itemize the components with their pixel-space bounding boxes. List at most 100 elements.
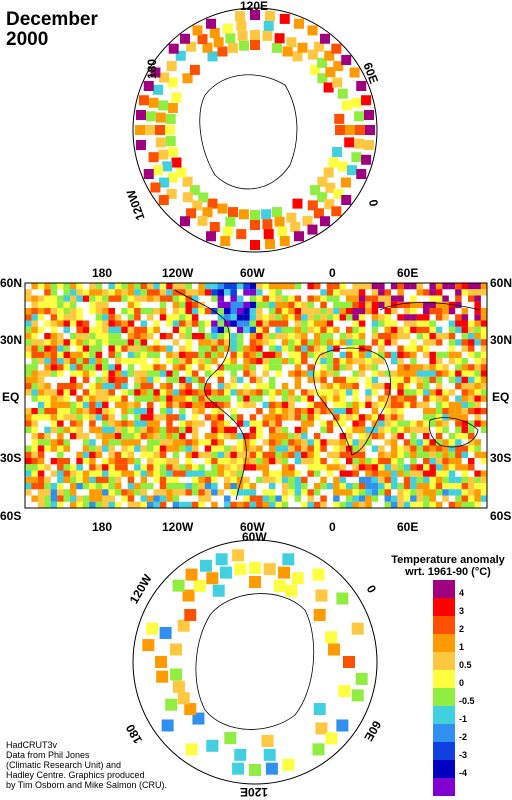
anomaly-cell: [243, 351, 250, 359]
anomaly-cell: [179, 216, 190, 227]
anomaly-cell: [153, 326, 160, 334]
anomaly-cell: [230, 370, 237, 377]
anomaly-cell: [378, 295, 385, 302]
anomaly-cell: [31, 458, 38, 465]
anomaly-cell: [211, 339, 218, 346]
anomaly-cell: [108, 314, 115, 321]
anomaly-cell: [352, 383, 359, 390]
anomaly-cell: [76, 414, 83, 421]
anomaly-cell: [114, 420, 122, 427]
anomaly-cell: [108, 283, 115, 290]
anomaly-cell: [127, 333, 135, 340]
anomaly-cell: [467, 295, 475, 302]
anomaly-cell: [172, 295, 180, 302]
anomaly-cell: [189, 64, 200, 75]
anomaly-cell: [44, 339, 51, 346]
anomaly-cell: [390, 351, 398, 359]
anomaly-cell: [89, 501, 96, 508]
anomaly-cell: [429, 476, 436, 484]
anomaly-cell: [310, 185, 321, 196]
anomaly-cell: [268, 445, 276, 452]
anomaly-cell: [250, 220, 260, 230]
anomaly-cell: [236, 345, 244, 352]
anomaly-cell: [198, 401, 205, 409]
anomaly-cell: [236, 445, 244, 452]
anomaly-cell: [135, 125, 145, 135]
anomaly-cell: [371, 339, 379, 346]
anomaly-cell: [159, 401, 167, 409]
anomaly-cell: [435, 433, 443, 440]
anomaly-cell: [352, 295, 359, 302]
anomaly-cell: [416, 489, 424, 496]
anomaly-cell: [358, 308, 366, 315]
anomaly-cell: [461, 289, 469, 296]
anomaly-cell: [31, 364, 38, 371]
anomaly-cell: [268, 308, 276, 315]
anomaly-cell: [352, 458, 359, 465]
anomaly-cell: [288, 445, 295, 452]
anomaly-cell: [185, 464, 192, 471]
anomaly-cell: [31, 314, 38, 321]
anomaly-cell: [474, 351, 481, 359]
anomaly-cell: [114, 383, 122, 390]
anomaly-cell: [435, 451, 443, 459]
anomaly-cell: [127, 339, 135, 346]
anomaly-cell: [313, 351, 321, 359]
anomaly-cell: [166, 351, 173, 359]
anomaly-cell: [211, 351, 218, 359]
anomaly-cell: [302, 215, 313, 226]
anomaly-cell: [275, 326, 282, 334]
anomaly-cell: [230, 414, 237, 421]
anomaly-cell: [455, 364, 462, 371]
anomaly-cell: [236, 476, 244, 484]
anomaly-cell: [224, 495, 231, 502]
anomaly-cell: [95, 314, 103, 321]
anomaly-cell: [82, 289, 90, 296]
anomaly-cell: [127, 314, 135, 321]
anomaly-cell: [262, 470, 270, 477]
anomaly-cell: [37, 308, 45, 315]
anomaly-cell: [423, 395, 430, 402]
anomaly-cell: [217, 376, 225, 384]
anomaly-cell: [213, 37, 224, 48]
anomaly-cell: [250, 30, 260, 40]
anomaly-cell: [146, 364, 154, 371]
anomaly-cell: [281, 339, 289, 346]
anomaly-cell: [262, 439, 270, 446]
anomaly-cell: [169, 668, 182, 681]
anomaly-cell: [301, 476, 308, 484]
anomaly-cell: [140, 495, 148, 502]
anomaly-cell: [204, 351, 212, 359]
anomaly-cell: [307, 401, 314, 409]
anomaly-cell: [282, 758, 295, 771]
anomaly-cell: [159, 72, 170, 83]
anomaly-cell: [384, 476, 392, 484]
anomaly-cell: [211, 483, 218, 490]
anomaly-cell: [275, 420, 282, 427]
anomaly-cell: [403, 483, 411, 490]
anomaly-cell: [230, 458, 237, 465]
anomaly-cell: [220, 236, 231, 247]
anomaly-cell: [25, 489, 32, 496]
anomaly-cell: [281, 358, 289, 365]
anomaly-cell: [474, 301, 481, 309]
anomaly-cell: [435, 308, 443, 315]
anomaly-cell: [358, 351, 366, 359]
anomaly-cell: [185, 426, 192, 434]
anomaly-cell: [168, 43, 179, 54]
anomaly-cell: [397, 376, 404, 384]
anomaly-cell: [114, 295, 122, 302]
anomaly-cell: [217, 351, 225, 359]
anomaly-cell: [410, 314, 417, 321]
anomaly-cell: [262, 301, 270, 309]
anomaly-cell: [301, 445, 308, 452]
anomaly-cell: [249, 370, 257, 377]
anomaly-cell: [159, 301, 167, 309]
anomaly-cell: [204, 389, 212, 396]
anomaly-cell: [275, 501, 282, 508]
anomaly-cell: [423, 470, 430, 477]
anomaly-cell: [307, 389, 314, 396]
anomaly-cell: [44, 395, 51, 402]
anomaly-cell: [275, 408, 282, 415]
anomaly-cell: [365, 458, 372, 465]
